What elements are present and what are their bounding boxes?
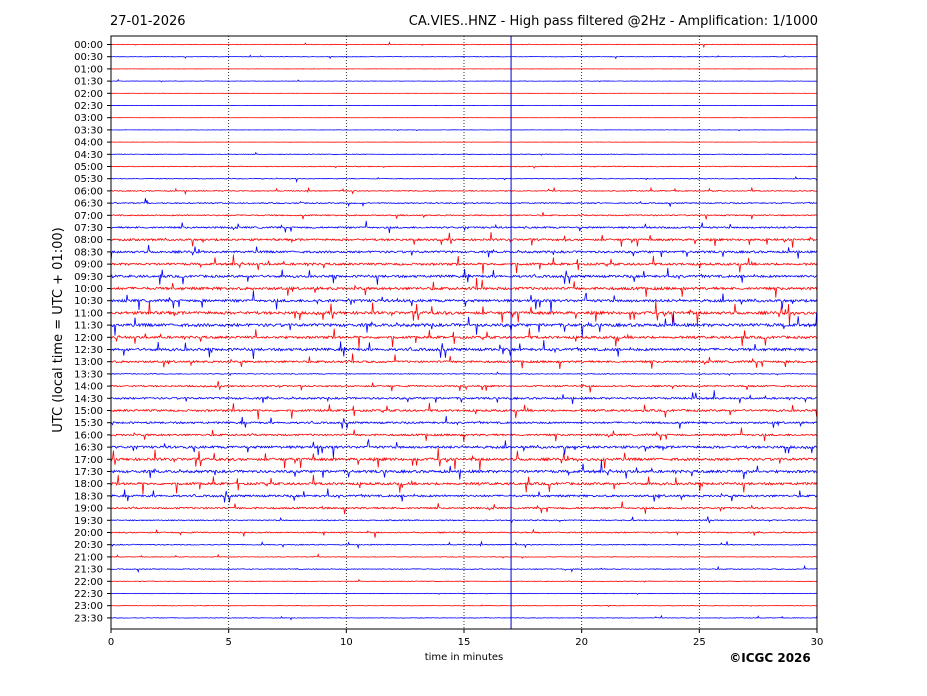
- y-tick-label: 10:30: [74, 296, 103, 307]
- trace-0800: [110, 232, 817, 248]
- trace-1700: [110, 448, 817, 471]
- trace-1300: [110, 353, 817, 370]
- y-tick-label: 22:30: [74, 589, 103, 600]
- y-tick-label: 16:30: [74, 443, 103, 454]
- x-tick-label: 20: [575, 637, 588, 648]
- y-tick-label: 20:00: [74, 528, 103, 539]
- y-tick-label: 17:00: [74, 455, 103, 466]
- trace-1430: [110, 390, 817, 405]
- x-tick-label: 15: [458, 637, 471, 648]
- y-tick-label: 08:30: [74, 247, 103, 258]
- y-tick-label: 13:30: [74, 369, 103, 380]
- y-tick-label: 11:00: [74, 308, 103, 319]
- trace-0630: [110, 198, 817, 208]
- x-tick-label: 10: [340, 637, 353, 648]
- y-tick-label: 06:30: [74, 199, 103, 210]
- copyright-label: ©ICGC 2026: [729, 651, 811, 665]
- trace-2200: [110, 578, 817, 583]
- trace-1230: [110, 340, 817, 360]
- y-tick-label: 10:00: [74, 284, 103, 295]
- y-tick-label: 18:30: [74, 491, 103, 502]
- trace-2000: [110, 528, 817, 538]
- trace-2230: [110, 592, 817, 596]
- y-tick-label: 09:30: [74, 272, 103, 283]
- trace-2300: [110, 604, 817, 608]
- y-tick-label: 07:00: [74, 211, 103, 222]
- trace-2030: [110, 540, 817, 550]
- y-tick-label: 19:00: [74, 504, 103, 515]
- y-tick-label: 09:00: [74, 260, 103, 271]
- y-tick-label: 22:00: [74, 577, 103, 588]
- trace-1830: [110, 488, 817, 503]
- y-tick-label: 03:30: [74, 125, 103, 136]
- y-tick-label: 05:00: [74, 162, 103, 173]
- trace-group: [110, 41, 817, 621]
- y-tick-label: 06:00: [74, 186, 103, 197]
- y-tick-label: 04:00: [74, 138, 103, 149]
- trace-1730: [110, 460, 817, 480]
- date-label: 27-01-2026: [110, 14, 186, 29]
- y-tick-label: 13:00: [74, 357, 103, 368]
- trace-2100: [110, 553, 817, 559]
- y-tick-label: 02:00: [74, 89, 103, 100]
- x-tick-label: 5: [225, 637, 231, 648]
- y-tick-label: 16:00: [74, 430, 103, 441]
- y-tick-label: 12:00: [74, 333, 103, 344]
- y-tick-label: 07:30: [74, 223, 103, 234]
- x-tick-label: 30: [811, 637, 824, 648]
- x-tick-label: 0: [108, 637, 114, 648]
- trace-0700: [110, 212, 817, 220]
- trace-1200: [110, 328, 817, 348]
- y-tick-label: 20:30: [74, 540, 103, 551]
- y-tick-label: 05:30: [74, 174, 103, 185]
- y-tick-label: 01:00: [74, 64, 103, 75]
- y-tick-label: 14:30: [74, 394, 103, 405]
- trace-2330: [110, 614, 817, 621]
- trace-1500: [110, 402, 817, 420]
- chart-title: CA.VIES..HNZ - High pass filtered @2Hz -…: [409, 14, 818, 29]
- y-tick-label: 03:00: [74, 113, 103, 124]
- trace-0500: [110, 165, 817, 169]
- y-tick-label: 21:00: [74, 552, 103, 563]
- vertical-gridlines: [228, 36, 700, 629]
- y-tick-label: 11:30: [74, 321, 103, 332]
- y-tick-label: 23:00: [74, 601, 103, 612]
- trace-0030: [110, 54, 817, 60]
- x-axis-label: time in minutes: [425, 652, 504, 663]
- y-tick-label: 15:30: [74, 418, 103, 429]
- trace-0530: [110, 176, 817, 184]
- y-tick-label: 00:00: [74, 40, 103, 51]
- y-tick-label: 15:00: [74, 406, 103, 417]
- trace-0930: [110, 267, 817, 285]
- y-tick-label: 19:30: [74, 516, 103, 527]
- trace-1330: [110, 371, 817, 377]
- trace-2130: [110, 564, 817, 574]
- trace-0000: [110, 41, 817, 49]
- y-tick-label: 23:30: [74, 613, 103, 624]
- y-tick-label: 01:30: [74, 77, 103, 88]
- y-tick-label: 18:00: [74, 479, 103, 490]
- y-tick-label: 14:00: [74, 382, 103, 393]
- x-ticks: 0 5 10 15 20 25 30: [108, 629, 824, 648]
- trace-0430: [110, 151, 817, 156]
- y-axis-label: UTC (local time = UTC + 01:00): [51, 227, 66, 432]
- y-tick-label: 17:30: [74, 467, 103, 478]
- y-tick-label: 08:00: [74, 235, 103, 246]
- y-tick-label: 00:30: [74, 52, 103, 63]
- y-tick-label: 12:30: [74, 345, 103, 356]
- x-tick-label: 25: [693, 637, 706, 648]
- trace-1630: [110, 438, 817, 458]
- y-tick-label: 04:30: [74, 150, 103, 161]
- trace-0730: [110, 220, 817, 234]
- trace-0600: [110, 186, 817, 196]
- y-tick-label: 21:30: [74, 565, 103, 576]
- trace-1400: [110, 381, 817, 393]
- y-tick-label: 02:30: [74, 101, 103, 112]
